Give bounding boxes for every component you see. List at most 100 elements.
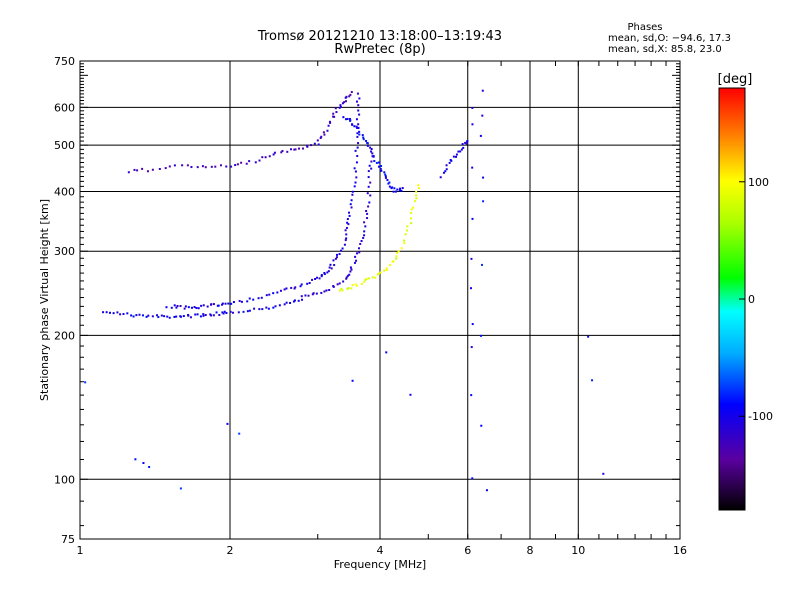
echo-point [268, 155, 271, 158]
y-axis-label: Stationary phase Virtual Height [km] [38, 199, 51, 401]
echo-point [363, 234, 366, 237]
echo-point [384, 175, 387, 178]
echo-point [267, 307, 270, 310]
echo-point [112, 312, 115, 315]
echo-point [190, 306, 193, 309]
echo-point [261, 156, 264, 159]
echo-point [240, 161, 243, 164]
echo-point [320, 291, 323, 294]
echo-point [187, 314, 190, 317]
echo-point [383, 171, 386, 174]
echo-point [116, 311, 119, 314]
echo-point [84, 381, 87, 384]
echo-point [195, 307, 198, 310]
echo-point [412, 206, 415, 209]
echo-point [355, 125, 358, 128]
echo-point [312, 292, 315, 295]
echo-point [358, 133, 361, 136]
echo-point [470, 394, 473, 397]
echo-point [481, 89, 484, 92]
echo-point [418, 187, 421, 190]
echo-point [200, 304, 203, 307]
echo-point [390, 187, 393, 190]
echo-point [253, 307, 256, 310]
colorbar-ticks: 100 0 -100 [739, 176, 773, 423]
echo-point [357, 142, 360, 145]
echo-point [148, 466, 151, 469]
echo-point [485, 489, 488, 492]
echo-point [283, 303, 286, 306]
echo-point [371, 276, 374, 279]
echo-point [370, 148, 373, 151]
echo-point [343, 101, 346, 104]
echo-point [163, 315, 166, 318]
echo-point [238, 299, 241, 302]
echo-point [347, 223, 350, 226]
echo-point [164, 167, 167, 170]
echo-point [345, 276, 348, 279]
echo-point [415, 197, 418, 200]
echo-point [230, 302, 233, 305]
echo-point [410, 222, 413, 225]
echo-point [201, 165, 204, 168]
echo-point [328, 266, 331, 269]
echo-point [464, 141, 467, 144]
echo-point [349, 266, 352, 269]
echo-point [342, 280, 345, 283]
echo-point [293, 148, 296, 151]
echo-point [210, 314, 213, 317]
echo-point [234, 164, 237, 167]
echo-point [482, 200, 485, 203]
echo-point [348, 273, 351, 276]
echo-point [445, 168, 448, 171]
x-tick-labels: 1 2 4 6 8 10 16 [77, 544, 688, 557]
echo-point [399, 187, 402, 190]
echo-point [357, 123, 360, 126]
echo-point [264, 156, 267, 159]
echo-point [365, 210, 368, 213]
echo-point [225, 312, 228, 315]
echo-point [254, 161, 257, 164]
echo-point [405, 229, 408, 232]
echo-point [338, 106, 341, 109]
echo-point [248, 160, 251, 163]
echo-point [181, 164, 184, 167]
echo-point [225, 165, 228, 168]
echo-point [343, 243, 346, 246]
echo-point [323, 133, 326, 136]
y-tick-label: 600 [54, 101, 75, 114]
echo-point [348, 95, 351, 98]
echo-point [366, 142, 369, 145]
echo-point [410, 212, 413, 215]
echo-point [369, 194, 372, 197]
echo-point [357, 104, 360, 107]
echo-point [333, 115, 336, 118]
echo-point [292, 300, 295, 303]
echo-point [268, 293, 271, 296]
echo-point [328, 120, 331, 123]
echo-point [134, 458, 137, 461]
echo-point [357, 126, 360, 129]
colorbar-tick-label: 0 [748, 293, 755, 306]
echo-point [359, 242, 362, 245]
echo-point [461, 143, 464, 146]
echo-point [480, 334, 483, 337]
echo-point [356, 100, 359, 103]
echo-point [455, 153, 458, 156]
echo-point [374, 276, 377, 279]
echo-point [246, 300, 249, 303]
echo-point [231, 311, 234, 314]
echo-point [215, 311, 218, 314]
echo-point [261, 308, 264, 311]
echo-point [179, 315, 182, 318]
echo-point [146, 170, 149, 173]
echo-point [218, 313, 221, 316]
echo-point [237, 311, 240, 314]
echo-point [193, 306, 196, 309]
echo-point [344, 229, 347, 232]
x-tick-label: 16 [673, 544, 687, 557]
echo-point [383, 269, 386, 272]
echo-point [342, 116, 345, 119]
echo-point [368, 201, 371, 204]
echo-point [322, 131, 325, 134]
